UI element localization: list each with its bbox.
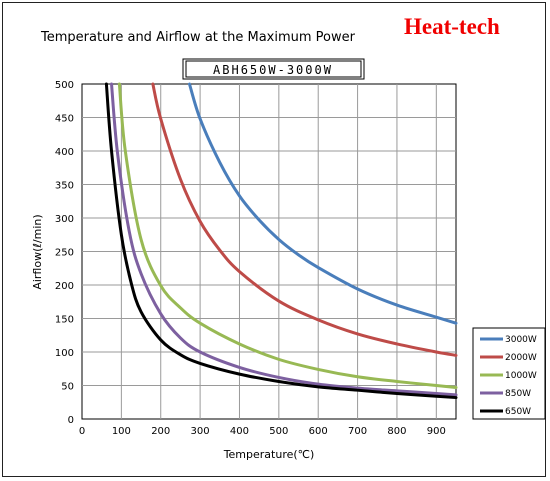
series-line-2000W bbox=[151, 82, 458, 357]
chart-frame: Temperature and Airflow at the Maximum P… bbox=[2, 2, 546, 477]
y-tick-label: 100 bbox=[55, 348, 74, 359]
y-tick-label: 350 bbox=[55, 181, 74, 192]
legend-label-850W: 850W bbox=[505, 389, 531, 399]
y-tick-label: 300 bbox=[55, 214, 74, 225]
legend: 3000W 2000W 1000W 850W 650W bbox=[480, 335, 537, 417]
series-group bbox=[104, 82, 458, 400]
x-tick-label: 200 bbox=[151, 426, 170, 437]
series-line-850W bbox=[110, 82, 458, 397]
tick-labels: 0 100 200 300 400 500 600 700 800 900 0 50 100 150 200… bbox=[55, 80, 446, 437]
model-box-outer bbox=[182, 58, 365, 80]
legend-label-1000W: 1000W bbox=[505, 371, 537, 381]
x-axis-label: Temperature(℃) bbox=[223, 448, 315, 461]
x-tick-label: 900 bbox=[427, 426, 446, 437]
x-tick-label: 500 bbox=[269, 426, 288, 437]
legend-label-2000W: 2000W bbox=[505, 353, 537, 363]
y-tick-label: 150 bbox=[55, 315, 74, 326]
x-tick-label: 700 bbox=[348, 426, 367, 437]
series-line-3000W bbox=[187, 82, 458, 325]
brand-logo: Heat-tech bbox=[404, 14, 500, 39]
chart: Temperature and Airflow at the Maximum P… bbox=[31, 14, 546, 461]
y-tick-label: 450 bbox=[55, 114, 74, 125]
legend-label-650W: 650W bbox=[505, 407, 531, 417]
legend-label-3000W: 3000W bbox=[505, 335, 537, 345]
series-line-1000W bbox=[117, 82, 458, 390]
chart-title: Temperature and Airflow at the Maximum P… bbox=[40, 30, 356, 45]
y-tick-label: 50 bbox=[61, 382, 74, 393]
model-label: ABH650W-3000W bbox=[213, 63, 333, 77]
x-tick-label: 600 bbox=[309, 426, 328, 437]
x-tick-label: 800 bbox=[387, 426, 406, 437]
series-line-650W bbox=[104, 82, 458, 400]
x-tick-label: 0 bbox=[79, 426, 85, 437]
x-tick-label: 100 bbox=[112, 426, 131, 437]
y-tick-label: 400 bbox=[55, 147, 74, 158]
y-tick-label: 0 bbox=[68, 415, 74, 426]
x-tick-label: 400 bbox=[230, 426, 249, 437]
y-tick-label: 200 bbox=[55, 281, 74, 292]
y-axis-label: Airflow(ℓ/min) bbox=[31, 214, 44, 289]
model-box-inner bbox=[185, 60, 362, 78]
y-tick-label: 500 bbox=[55, 80, 74, 91]
y-tick-label: 250 bbox=[55, 248, 74, 259]
x-tick-label: 300 bbox=[191, 426, 210, 437]
